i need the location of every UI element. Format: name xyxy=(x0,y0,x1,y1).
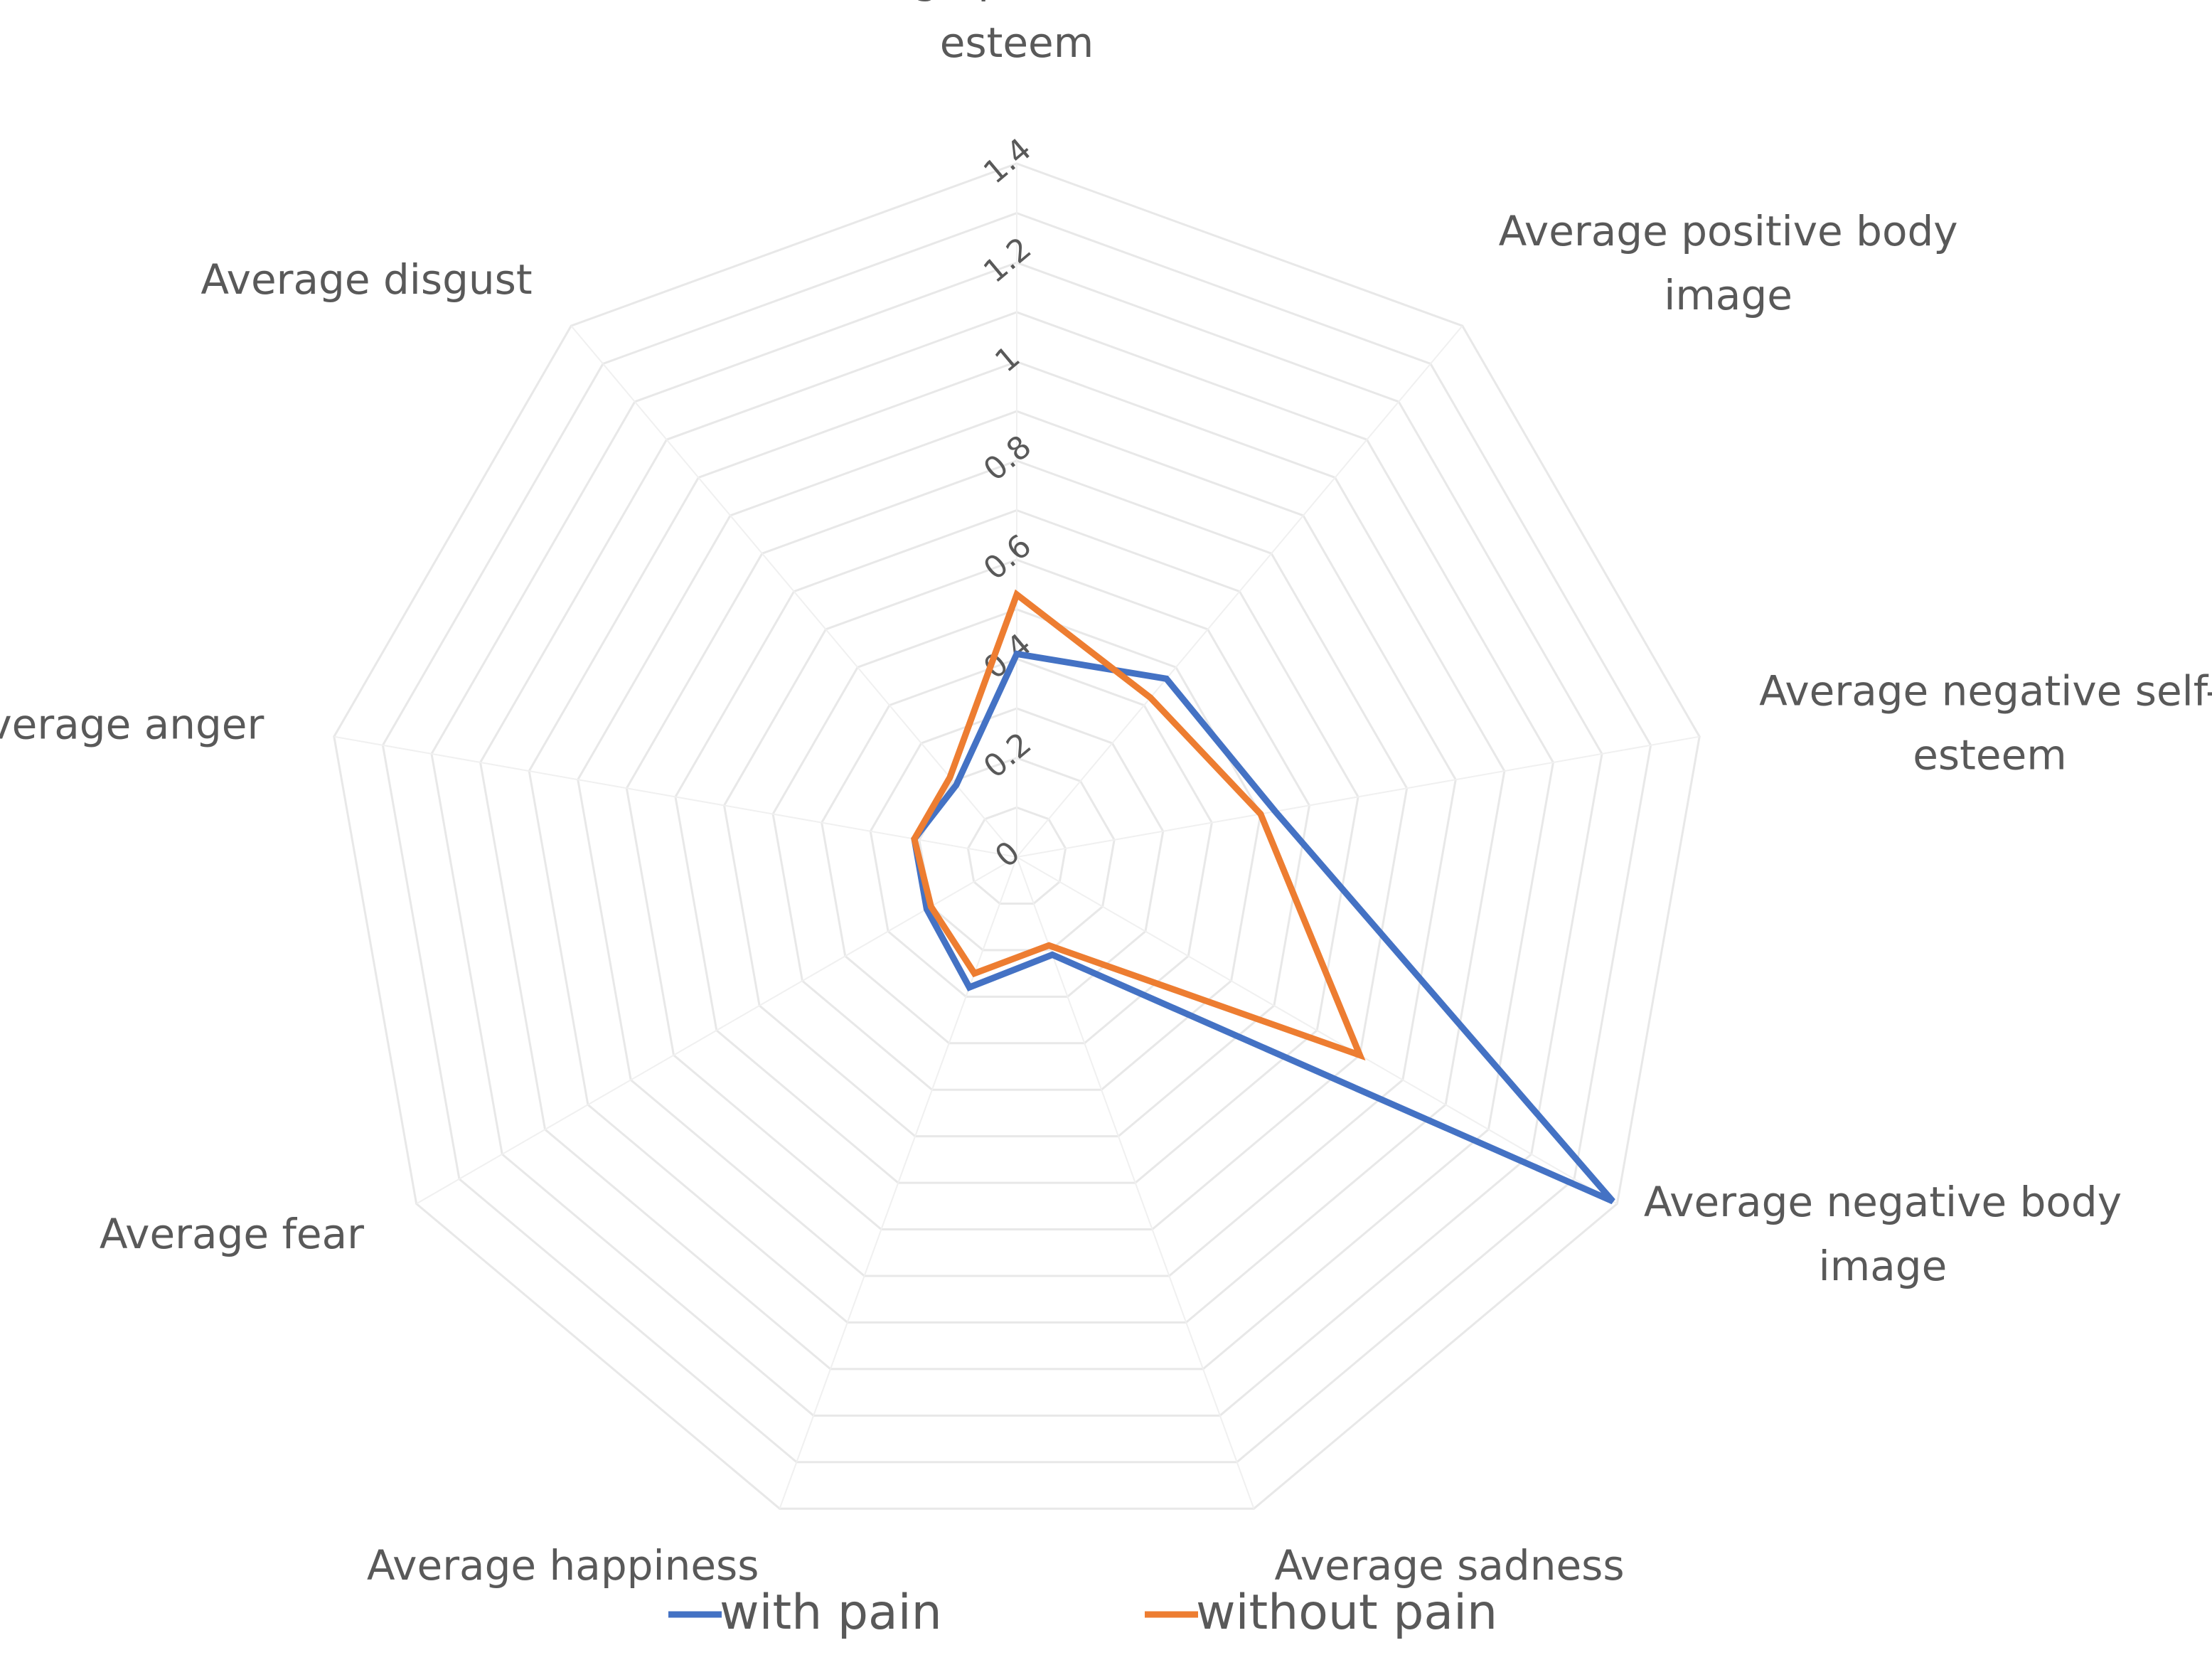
axis-label-line: Average sadness xyxy=(1275,1541,1625,1590)
axis-spoke xyxy=(570,325,1017,858)
grid-ring xyxy=(577,410,1457,1277)
grid-ring xyxy=(479,311,1555,1371)
axis-label: Average anger xyxy=(0,700,264,748)
grid-ring xyxy=(674,509,1359,1184)
tick-label: 1.4 xyxy=(977,132,1038,191)
axis-spoke xyxy=(779,856,1017,1509)
axis-label-line: esteem xyxy=(1913,731,2067,780)
axis-label-line: Average fear xyxy=(100,1210,364,1258)
axis-label-line: Average disgust xyxy=(201,255,532,304)
series-line-with-pain xyxy=(911,650,1615,1205)
axis-label: Average sadness xyxy=(1275,1541,1625,1590)
legend-label: with pain xyxy=(720,1585,942,1641)
grid-ring xyxy=(333,162,1701,1510)
axis-label: Average negative self-esteem xyxy=(1759,667,2212,780)
series-line-without-pain xyxy=(911,589,1366,1061)
axis-label: Average negative body image xyxy=(1644,1178,2122,1290)
legend-label: without pain xyxy=(1196,1585,1497,1641)
axis-label: Average happiness xyxy=(367,1541,759,1590)
grid-ring xyxy=(528,360,1506,1324)
axis-spoke xyxy=(333,735,1017,858)
axis-label-line: image xyxy=(1664,271,1792,319)
axis-label-line: Average negative self- xyxy=(1759,667,2212,715)
axis-spoke xyxy=(1016,856,1255,1509)
grid-ring xyxy=(430,261,1603,1417)
axis-label: Average positive self-esteem xyxy=(796,0,1239,67)
tick-label: 0.2 xyxy=(977,725,1038,785)
tick-label: 0.6 xyxy=(977,528,1038,587)
axis-label-line: Average positive body xyxy=(1499,207,1958,255)
axis-label: Average disgust xyxy=(201,255,532,304)
series-layer xyxy=(911,589,1615,1205)
grid-ring xyxy=(381,212,1652,1464)
axis-spoke xyxy=(1016,735,1700,858)
axis-label-line: Average positive self- xyxy=(796,0,1239,3)
tick-label: 1.2 xyxy=(977,230,1038,290)
axis-spoke xyxy=(1016,856,1618,1205)
grid-ring xyxy=(869,707,1165,998)
axis-label-line: esteem xyxy=(940,18,1094,67)
tick-label: 1 xyxy=(988,339,1027,380)
grid-ring xyxy=(821,657,1213,1045)
grid-layer xyxy=(333,162,1701,1510)
legend: with pain without pain xyxy=(668,1585,1497,1641)
axis-spoke xyxy=(1016,325,1463,858)
axis-label: Average positive body image xyxy=(1499,207,1958,319)
axis-label-line: Average anger xyxy=(0,700,264,748)
axis-label-line: Average negative body xyxy=(1644,1178,2122,1226)
grid-ring xyxy=(625,459,1409,1231)
grid-ring xyxy=(966,806,1067,905)
axis-label: Average fear xyxy=(100,1210,364,1258)
grid-ring xyxy=(722,558,1311,1138)
tick-label: 0.8 xyxy=(977,428,1038,488)
axis-spoke xyxy=(416,856,1017,1205)
axis-label-line: image xyxy=(1819,1242,1947,1290)
axis-label-line: Average happiness xyxy=(367,1541,759,1590)
